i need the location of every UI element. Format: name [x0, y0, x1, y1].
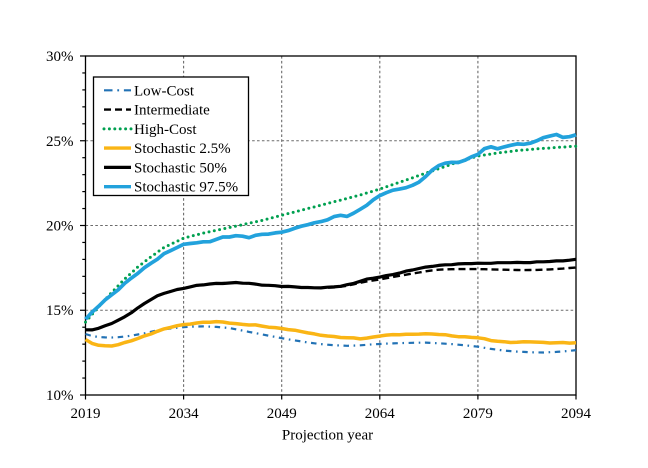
- svg-text:2049: 2049: [267, 406, 297, 422]
- svg-text:15%: 15%: [46, 303, 74, 319]
- svg-text:2064: 2064: [365, 406, 396, 422]
- svg-text:Intermediate: Intermediate: [134, 103, 210, 119]
- svg-text:30%: 30%: [46, 49, 74, 65]
- svg-text:Low-Cost: Low-Cost: [134, 83, 195, 99]
- svg-text:10%: 10%: [46, 388, 74, 404]
- svg-text:Stochastic 50%: Stochastic 50%: [134, 160, 227, 176]
- svg-text:2034: 2034: [169, 406, 200, 422]
- svg-text:20%: 20%: [46, 219, 74, 235]
- svg-text:Stochastic 97.5%: Stochastic 97.5%: [134, 180, 238, 196]
- svg-text:2019: 2019: [71, 406, 101, 422]
- svg-text:2079: 2079: [463, 406, 493, 422]
- svg-text:25%: 25%: [46, 134, 74, 150]
- svg-text:High-Cost: High-Cost: [134, 122, 197, 138]
- svg-text:Projection year: Projection year: [282, 428, 373, 444]
- svg-text:Stochastic 2.5%: Stochastic 2.5%: [134, 141, 231, 157]
- svg-text:2094: 2094: [561, 406, 592, 422]
